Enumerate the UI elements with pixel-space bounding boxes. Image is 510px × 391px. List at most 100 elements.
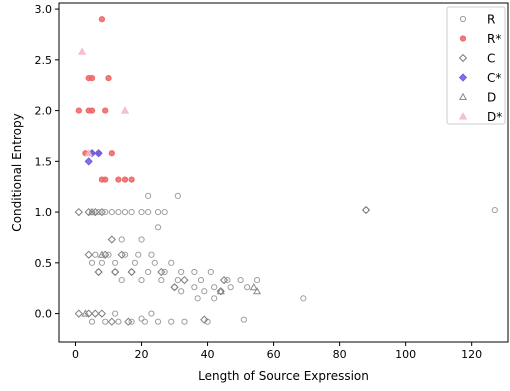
data-point-c	[107, 235, 116, 244]
data-point-r-star	[75, 107, 82, 114]
data-point-d-star	[78, 47, 87, 55]
data-point-r	[115, 208, 122, 216]
data-point-r	[128, 208, 135, 216]
x-tick-label: 100	[395, 348, 416, 361]
data-point-r	[197, 276, 205, 284]
data-point-r-star	[108, 150, 115, 157]
data-point-c	[94, 267, 103, 277]
y-axis-label: Conditional Entropy	[10, 113, 24, 231]
data-point-r	[88, 318, 96, 325]
data-point-r	[161, 208, 168, 216]
legend-label-d-star: D*	[487, 110, 502, 124]
data-point-c	[200, 315, 209, 324]
data-point-r	[118, 276, 125, 284]
data-point-r	[191, 268, 198, 276]
data-point-r	[138, 208, 145, 216]
data-point-c-star	[84, 157, 93, 166]
data-point-r	[211, 284, 218, 291]
data-point-r	[145, 192, 152, 199]
y-tick-label: 1.5	[35, 155, 53, 168]
data-point-d-star	[84, 148, 93, 157]
data-point-r	[201, 288, 208, 295]
data-point-r	[178, 268, 185, 276]
data-point-r-star	[105, 75, 112, 82]
data-point-r	[95, 208, 102, 216]
legend-label-c: C	[487, 52, 495, 66]
data-point-c	[111, 267, 120, 277]
data-point-c	[107, 317, 116, 326]
legend-box	[446, 6, 506, 125]
data-point-r	[224, 276, 231, 284]
data-point-c	[157, 267, 166, 277]
x-tick-label: 0	[72, 348, 79, 361]
x-tick-label: 40	[201, 348, 215, 361]
data-point-d	[216, 287, 225, 295]
data-point-r	[300, 295, 307, 302]
data-point-r	[253, 276, 261, 284]
data-point-r	[154, 208, 162, 216]
data-point-r	[112, 259, 119, 266]
data-point-r-star	[121, 176, 129, 183]
data-point-r	[118, 236, 125, 243]
legend-label-d: D	[487, 91, 496, 105]
data-point-r	[161, 268, 168, 276]
data-point-r	[145, 208, 152, 216]
data-point-r	[227, 284, 234, 291]
data-point-c	[216, 287, 225, 296]
data-point-r	[491, 206, 498, 214]
data-point-c	[74, 309, 83, 318]
data-point-d	[81, 309, 90, 317]
data-point-r	[148, 251, 155, 258]
x-tick-label: 80	[333, 348, 347, 361]
data-point-r	[138, 236, 145, 243]
data-point-r	[112, 310, 119, 317]
data-point-r	[244, 284, 251, 291]
data-point-r	[178, 288, 185, 295]
data-point-d	[253, 287, 262, 295]
data-point-r	[211, 295, 218, 302]
data-point-c-star	[94, 149, 103, 158]
data-point-r	[121, 208, 129, 216]
data-point-d-star	[120, 106, 130, 114]
legend-label-r-star: R*	[487, 32, 501, 46]
legend: R R* C C* D D*	[446, 6, 506, 125]
legend-marker-d	[458, 92, 468, 101]
data-point-c	[84, 250, 93, 259]
legend-marker-c-star	[458, 73, 468, 82]
legend-marker-r	[459, 15, 467, 23]
data-point-c	[97, 207, 107, 217]
data-point-r	[88, 259, 96, 266]
data-point-r	[108, 208, 115, 216]
data-point-r	[135, 251, 142, 258]
data-point-r	[181, 318, 188, 325]
data-points	[74, 16, 498, 326]
data-point-r	[362, 206, 370, 214]
data-point-r	[138, 276, 145, 284]
axis-ticks: 0 20 40 60 80 100 120 0.0 0.5 1.0 1.5 2.0 2.5 3.0	[35, 3, 483, 361]
data-point-r	[207, 268, 214, 276]
y-tick-label: 3.0	[35, 3, 53, 16]
data-point-r	[148, 310, 155, 317]
data-point-d	[97, 250, 106, 258]
plot-area	[58, 2, 509, 343]
data-point-c	[91, 309, 100, 318]
data-point-d	[87, 207, 97, 216]
data-point-c	[170, 283, 179, 292]
data-point-c	[97, 309, 107, 318]
legend-marker-r-star	[459, 35, 467, 42]
data-point-r	[102, 208, 109, 216]
data-point-r-star	[88, 75, 96, 82]
data-point-c	[127, 267, 136, 277]
data-point-r	[168, 318, 175, 325]
data-point-c	[219, 275, 229, 285]
data-point-d	[249, 282, 258, 291]
data-point-r-star	[128, 176, 135, 183]
data-point-r-star	[102, 176, 109, 183]
data-point-r	[131, 259, 139, 266]
data-point-c	[124, 317, 133, 326]
data-point-r	[145, 268, 152, 276]
data-point-r	[171, 284, 178, 291]
data-point-r-star	[88, 107, 96, 114]
